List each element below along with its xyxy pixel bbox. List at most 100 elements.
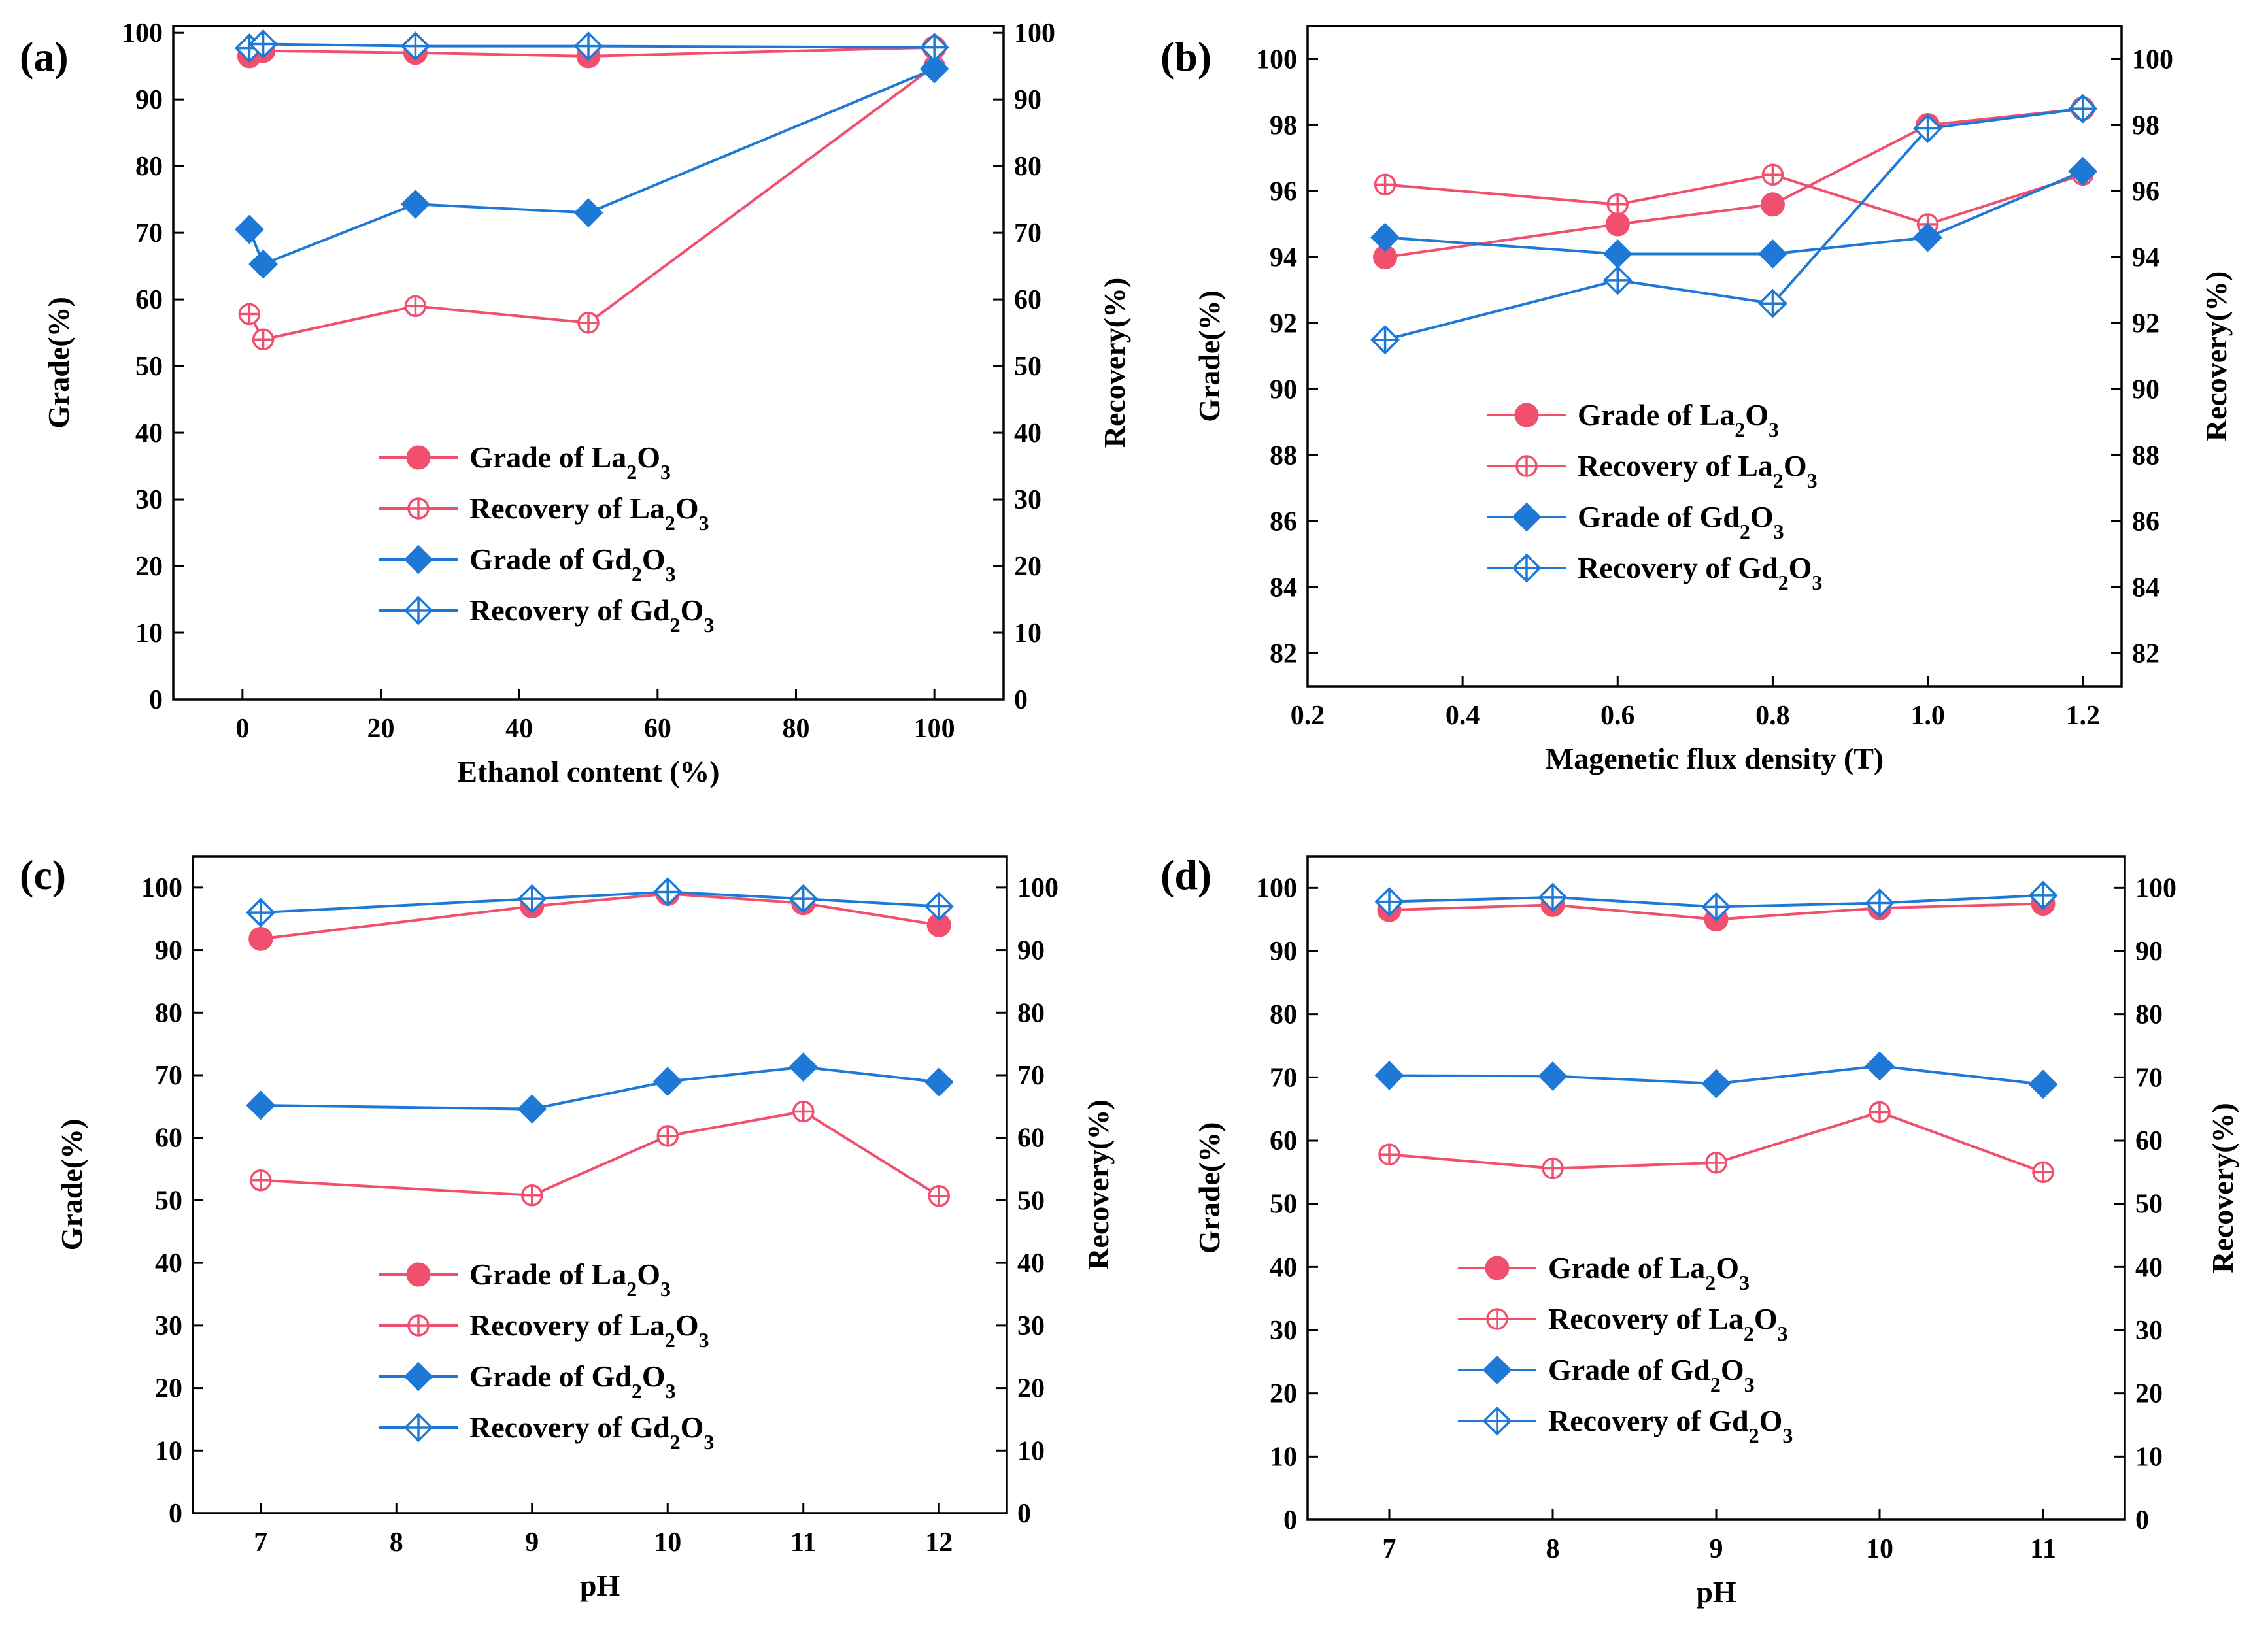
y2-tick-label: 10	[2135, 1442, 2163, 1472]
y2-tick-label: 0	[1017, 1499, 1031, 1529]
y2-axis-title: Recovery(%)	[2199, 271, 2233, 442]
x-tick-label: 40	[505, 714, 533, 744]
y-tick-label: 60	[1270, 1126, 1297, 1156]
data-point	[246, 1090, 276, 1120]
y-tick-label: 20	[155, 1374, 182, 1404]
data-point	[1370, 222, 1400, 252]
y2-tick-label: 100	[2132, 45, 2173, 75]
data-point	[924, 1067, 954, 1097]
y-tick-label: 40	[1270, 1252, 1297, 1282]
y-tick-label: 80	[1270, 1000, 1297, 1030]
legend-marker	[1512, 502, 1542, 532]
data-point	[652, 1067, 683, 1096]
y2-tick-label: 40	[1014, 418, 1041, 448]
data-point	[1760, 192, 1785, 217]
y2-tick-label: 60	[1017, 1124, 1045, 1154]
y-tick-label: 88	[1270, 441, 1297, 471]
panel-a: (a) Ethanol content (%) Grade(%) Recover…	[20, 18, 1131, 788]
data-point	[928, 1184, 950, 1207]
y-tick-label: 10	[135, 618, 163, 648]
y2-tick-label: 80	[1017, 998, 1045, 1028]
x-tick-label: 10	[1866, 1534, 1893, 1564]
data-point	[1370, 325, 1400, 355]
legend-label: Grade of Gd2O3	[1578, 500, 1784, 543]
legend-marker	[403, 1412, 433, 1443]
x-tick-label: 0	[235, 714, 249, 744]
data-point	[248, 249, 278, 279]
legend-label: Grade of Gd2O3	[469, 543, 676, 586]
y-tick-label: 50	[135, 352, 163, 382]
y-tick-label: 40	[155, 1248, 182, 1279]
y-tick-label: 80	[135, 152, 163, 182]
data-point	[919, 54, 949, 84]
legend-label: Grade of La2O3	[469, 441, 671, 484]
y-tick-label: 30	[1270, 1316, 1297, 1346]
y2-tick-label: 100	[1017, 873, 1058, 903]
legend-marker	[1482, 1406, 1512, 1436]
y-tick-label: 100	[1256, 873, 1297, 903]
legend-label: Grade of La2O3	[469, 1258, 671, 1301]
y-tick-label: 50	[1270, 1190, 1297, 1220]
data-point	[919, 33, 949, 63]
legend-marker	[403, 544, 433, 575]
legend-marker	[1486, 1308, 1508, 1330]
legend: Grade of La2O3 Recovery of La2O3 Grade of …	[1458, 1251, 1793, 1447]
data-point	[1757, 288, 1787, 318]
y-tick-label: 82	[1270, 639, 1297, 669]
y2-tick-label: 60	[1014, 285, 1041, 315]
legend-marker	[406, 1262, 431, 1287]
x-axis-title: Magenetic flux density (T)	[1546, 742, 1884, 775]
y2-tick-label: 90	[2132, 375, 2159, 405]
y2-tick-label: 70	[2135, 1063, 2163, 1093]
panel-d: (d) pH Grade(%) Recovery(%) Grade of La2…	[1160, 852, 2239, 1609]
x-tick-label: 1.2	[2065, 701, 2100, 731]
data-point	[246, 897, 276, 928]
data-point	[1758, 239, 1787, 269]
y2-tick-label: 30	[1014, 485, 1041, 515]
y-axis-title: Grade(%)	[1193, 1122, 1226, 1254]
y2-tick-label: 50	[1014, 352, 1041, 382]
x-tick-label: 9	[1710, 1534, 1723, 1564]
x-axis-title: pH	[1696, 1575, 1736, 1609]
x-tick-label: 8	[390, 1528, 403, 1558]
y-tick-label: 70	[155, 1061, 182, 1091]
data-point	[1761, 163, 1784, 186]
data-point	[250, 1169, 272, 1192]
x-axis-title: Ethanol content (%)	[457, 755, 719, 788]
data-point	[1913, 222, 1942, 252]
x-tick-label: 60	[644, 714, 671, 744]
y-axis-title: Grade(%)	[55, 1119, 88, 1251]
y-tick-label: 60	[135, 285, 163, 315]
data-point	[1865, 1051, 1895, 1081]
data-point	[1538, 882, 1568, 912]
data-point	[656, 1125, 679, 1147]
y-tick-label: 90	[155, 936, 182, 966]
y2-tick-label: 84	[2132, 573, 2159, 603]
x-tick-label: 11	[2030, 1534, 2056, 1564]
y2-tick-label: 96	[2132, 177, 2159, 207]
y2-tick-label: 90	[1017, 936, 1045, 966]
y2-tick-label: 50	[2135, 1190, 2163, 1220]
panel-c: (c) pH Grade(%) Recovery(%) Grade of La2…	[20, 852, 1115, 1602]
data-point	[1605, 212, 1630, 237]
data-point	[1602, 239, 1633, 269]
legend: Grade of La2O3 Recovery of La2O3 Grade of …	[379, 1258, 714, 1454]
data-point	[1701, 1069, 1731, 1099]
plot-frame	[192, 855, 1008, 1514]
x-tick-label: 80	[783, 714, 810, 744]
legend-marker	[407, 497, 430, 520]
data-point	[2068, 93, 2098, 124]
x-tick-label: 0.6	[1600, 701, 1635, 731]
panel-label: (a)	[20, 33, 69, 80]
y-tick-label: 90	[1270, 375, 1297, 405]
y-axis-title: Grade(%)	[42, 297, 75, 429]
y-tick-label: 80	[155, 998, 182, 1028]
x-tick-label: 100	[914, 714, 955, 744]
series-line	[260, 1110, 940, 1197]
series-line	[1385, 107, 2083, 341]
y2-tick-label: 88	[2132, 441, 2159, 471]
data-point	[2028, 880, 2058, 911]
y2-tick-label: 0	[1014, 685, 1028, 715]
x-tick-label: 0.4	[1446, 701, 1480, 731]
